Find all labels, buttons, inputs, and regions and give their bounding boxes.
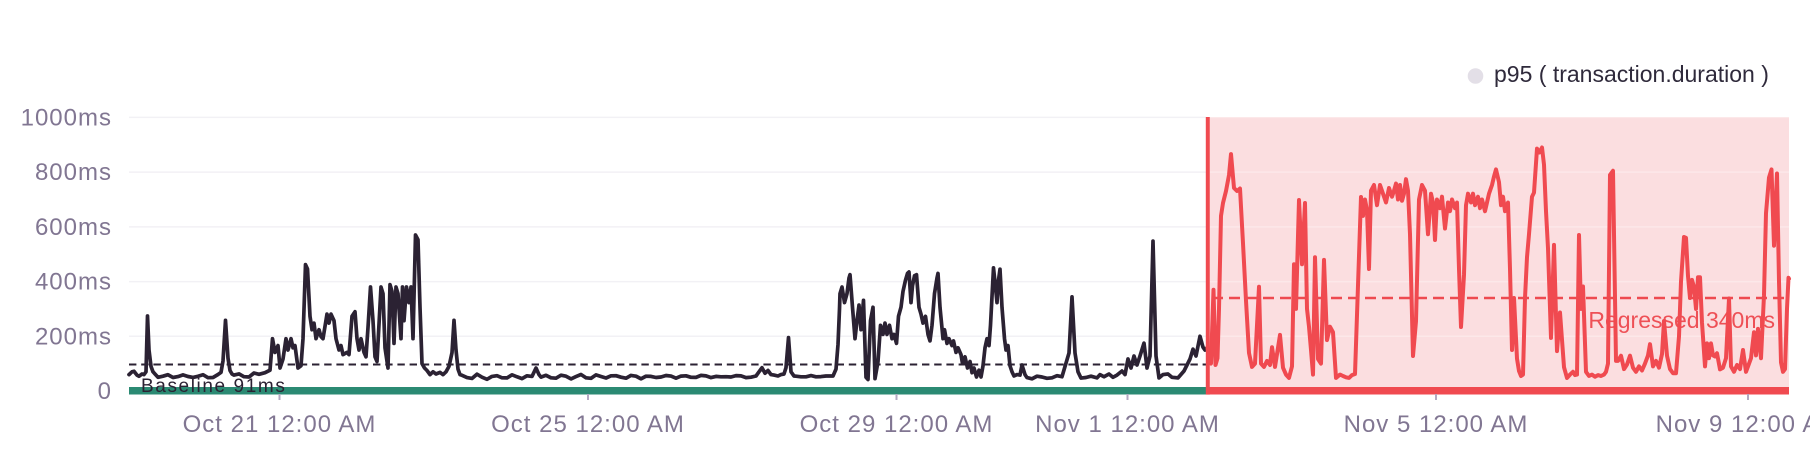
svg-text:400ms: 400ms: [35, 269, 112, 296]
svg-text:1000ms: 1000ms: [21, 104, 112, 131]
svg-text:p95 ( transaction.duration ): p95 ( transaction.duration ): [1494, 61, 1769, 87]
svg-text:Baseline 91ms: Baseline 91ms: [141, 376, 286, 397]
svg-text:800ms: 800ms: [35, 159, 112, 186]
svg-text:Oct 21 12:00 AM: Oct 21 12:00 AM: [183, 411, 377, 438]
svg-text:Oct 25 12:00 AM: Oct 25 12:00 AM: [491, 411, 685, 438]
svg-text:0: 0: [98, 378, 112, 405]
svg-text:Nov 1 12:00 AM: Nov 1 12:00 AM: [1035, 411, 1220, 438]
svg-text:200ms: 200ms: [35, 323, 112, 350]
svg-text:Nov 9 12:00 AM: Nov 9 12:00 AM: [1656, 411, 1810, 438]
svg-text:600ms: 600ms: [35, 214, 112, 241]
svg-text:Nov 5 12:00 AM: Nov 5 12:00 AM: [1344, 411, 1529, 438]
svg-text:Oct 29 12:00 AM: Oct 29 12:00 AM: [800, 411, 994, 438]
